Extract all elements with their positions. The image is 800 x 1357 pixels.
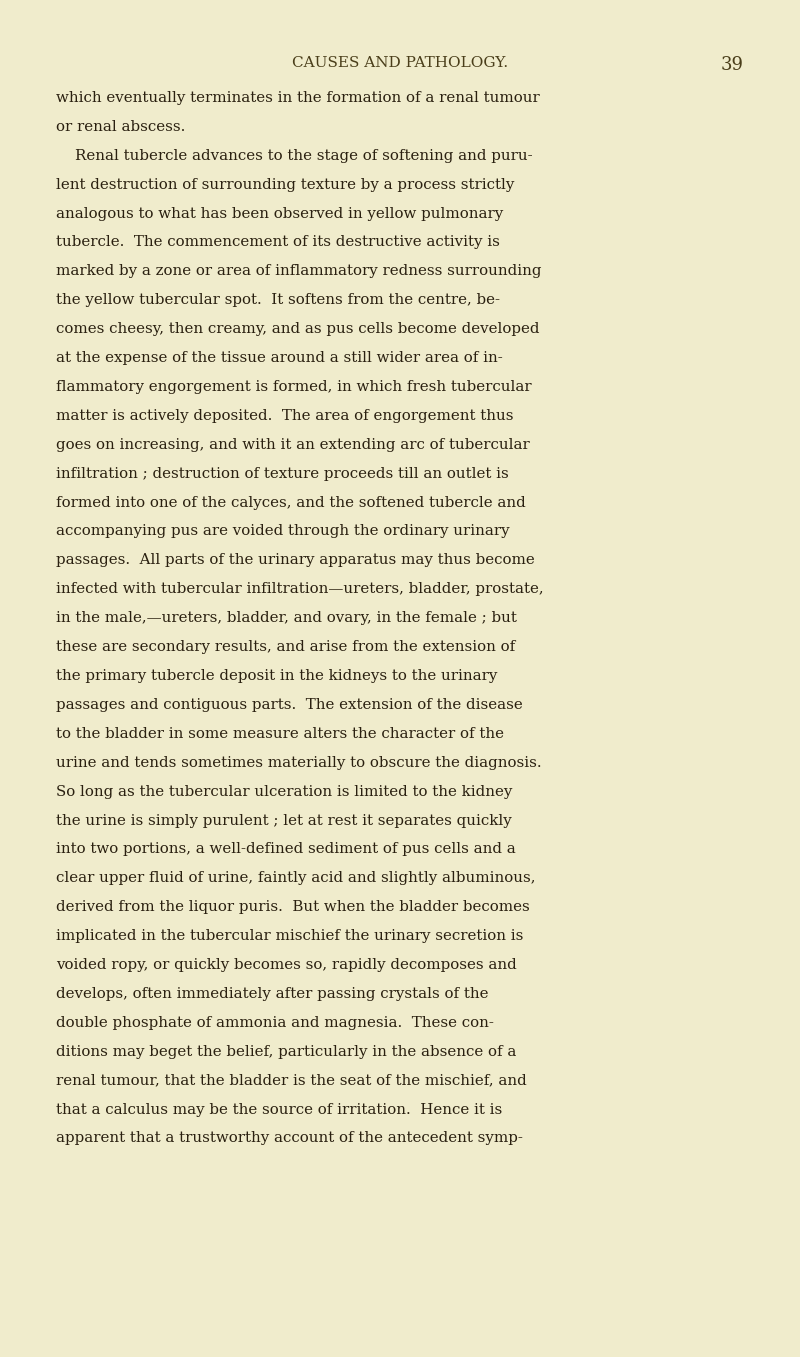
Text: matter is actively deposited.  The area of engorgement thus: matter is actively deposited. The area o… [56,408,514,423]
Text: these are secondary results, and arise from the extension of: these are secondary results, and arise f… [56,641,515,654]
Text: Renal tubercle advances to the stage of softening and puru-: Renal tubercle advances to the stage of … [56,149,533,163]
Text: the urine is simply purulent ; let at rest it separates quickly: the urine is simply purulent ; let at re… [56,813,512,828]
Text: comes cheesy, then creamy, and as pus cells become developed: comes cheesy, then creamy, and as pus ce… [56,322,539,337]
Text: which eventually terminates in the formation of a renal tumour: which eventually terminates in the forma… [56,91,540,104]
Text: 39: 39 [721,56,744,73]
Text: CAUSES AND PATHOLOGY.: CAUSES AND PATHOLOGY. [292,56,508,69]
Text: the primary tubercle deposit in the kidneys to the urinary: the primary tubercle deposit in the kidn… [56,669,498,683]
Text: the yellow tubercular spot.  It softens from the centre, be-: the yellow tubercular spot. It softens f… [56,293,500,307]
Text: ditions may beget the belief, particularly in the absence of a: ditions may beget the belief, particular… [56,1045,516,1058]
Text: renal tumour, that the bladder is the seat of the mischief, and: renal tumour, that the bladder is the se… [56,1073,526,1088]
Text: or renal abscess.: or renal abscess. [56,119,186,134]
Text: into two portions, a well-defined sediment of pus cells and a: into two portions, a well-defined sedime… [56,843,516,856]
Text: derived from the liquor puris.  But when the bladder becomes: derived from the liquor puris. But when … [56,900,530,915]
Text: goes on increasing, and with it an extending arc of tubercular: goes on increasing, and with it an exten… [56,438,530,452]
Text: passages and contiguous parts.  The extension of the disease: passages and contiguous parts. The exten… [56,697,522,712]
Text: to the bladder in some measure alters the character of the: to the bladder in some measure alters th… [56,727,504,741]
Text: tubercle.  The commencement of its destructive activity is: tubercle. The commencement of its destru… [56,235,500,250]
Text: So long as the tubercular ulceration is limited to the kidney: So long as the tubercular ulceration is … [56,784,512,799]
Text: apparent that a trustworthy account of the antecedent symp-: apparent that a trustworthy account of t… [56,1132,523,1145]
Text: double phosphate of ammonia and magnesia.  These con-: double phosphate of ammonia and magnesia… [56,1016,494,1030]
Text: infected with tubercular infiltration—ureters, bladder, prostate,: infected with tubercular infiltration—ur… [56,582,544,596]
Text: develops, often immediately after passing crystals of the: develops, often immediately after passin… [56,987,489,1001]
Text: urine and tends sometimes materially to obscure the diagnosis.: urine and tends sometimes materially to … [56,756,542,769]
Text: voided ropy, or quickly becomes so, rapidly decomposes and: voided ropy, or quickly becomes so, rapi… [56,958,517,972]
Text: that a calculus may be the source of irritation.  Hence it is: that a calculus may be the source of irr… [56,1102,502,1117]
Text: formed into one of the calyces, and the softened tubercle and: formed into one of the calyces, and the … [56,495,526,510]
Text: implicated in the tubercular mischief the urinary secretion is: implicated in the tubercular mischief th… [56,930,523,943]
Text: at the expense of the tissue around a still wider area of in-: at the expense of the tissue around a st… [56,351,502,365]
Text: passages.  All parts of the urinary apparatus may thus become: passages. All parts of the urinary appar… [56,554,534,567]
Text: in the male,—ureters, bladder, and ovary, in the female ; but: in the male,—ureters, bladder, and ovary… [56,611,517,626]
Text: accompanying pus are voided through the ordinary urinary: accompanying pus are voided through the … [56,524,510,539]
Text: marked by a zone or area of inflammatory redness surrounding: marked by a zone or area of inflammatory… [56,265,542,278]
Text: lent destruction of surrounding texture by a process strictly: lent destruction of surrounding texture … [56,178,514,191]
Text: clear upper fluid of urine, faintly acid and slightly albuminous,: clear upper fluid of urine, faintly acid… [56,871,535,885]
Text: analogous to what has been observed in yellow pulmonary: analogous to what has been observed in y… [56,206,503,221]
Text: flammatory engorgement is formed, in which fresh tubercular: flammatory engorgement is formed, in whi… [56,380,532,394]
Text: infiltration ; destruction of texture proceeds till an outlet is: infiltration ; destruction of texture pr… [56,467,509,480]
